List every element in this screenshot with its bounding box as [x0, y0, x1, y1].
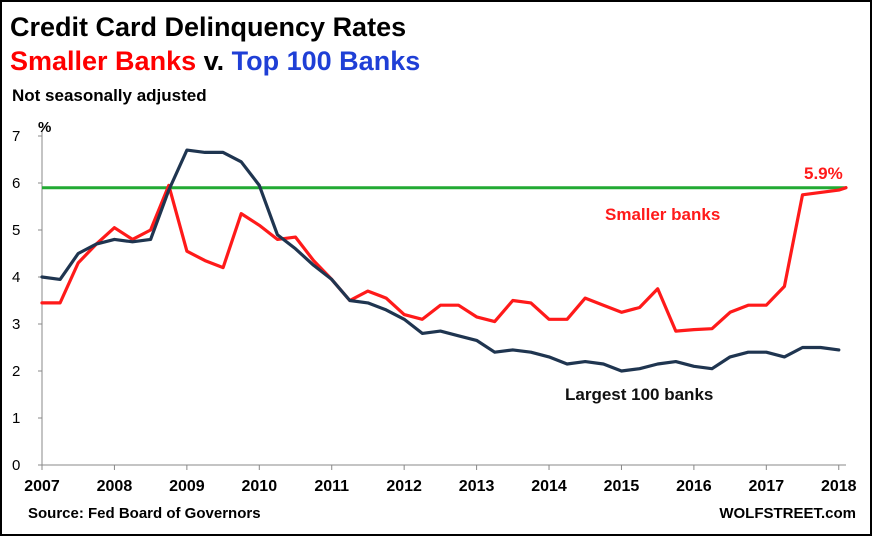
- x-tick-label: 2008: [97, 478, 133, 495]
- x-tick-label: 2017: [749, 478, 785, 495]
- chart-title: Credit Card Delinquency Rates: [10, 12, 407, 42]
- subtitle-versus: v.: [203, 46, 225, 76]
- y-tick-label: 1: [12, 410, 20, 427]
- x-tick-label: 2013: [459, 478, 495, 495]
- y-tick-label: 2: [12, 363, 20, 380]
- subtitle-smaller-banks: Smaller Banks: [10, 46, 197, 76]
- series-line-largest-banks: [40, 148, 841, 373]
- x-tick-label: 2014: [531, 478, 567, 495]
- subtitle-top-100-banks: Top 100 Banks: [231, 46, 421, 76]
- chart-note: Not seasonally adjusted: [12, 86, 207, 105]
- x-tick-label: 2007: [24, 478, 60, 495]
- y-tick-label: 5: [12, 222, 20, 239]
- y-tick-label: 0: [12, 457, 20, 474]
- y-tick-label: 3: [12, 316, 20, 333]
- y-tick-label: 7: [12, 128, 20, 145]
- series-line-smaller-banks: [40, 183, 848, 333]
- reference-value-label: 5.9%: [804, 164, 843, 183]
- y-tick-label: 4: [12, 269, 20, 286]
- source-note: Source: Fed Board of Governors: [28, 505, 261, 522]
- series-label-largest-banks: Largest 100 banks: [565, 385, 713, 404]
- series-label-smaller-banks: Smaller banks: [605, 205, 720, 224]
- x-tick-label: 2015: [604, 478, 640, 495]
- brand-label: WOLFSTREET.com: [719, 505, 856, 522]
- x-tick-label: 2018: [821, 478, 857, 495]
- x-tick-label: 2010: [242, 478, 278, 495]
- x-tick-label: 2012: [386, 478, 422, 495]
- x-tick-label: 2011: [314, 478, 349, 495]
- y-axis-unit: %: [38, 119, 51, 136]
- x-tick-label: 2009: [169, 478, 205, 495]
- x-tick-label: 2016: [676, 478, 712, 495]
- y-tick-label: 6: [12, 175, 20, 192]
- chart-subtitle: Smaller Banks v. Top 100 Banks: [10, 46, 420, 77]
